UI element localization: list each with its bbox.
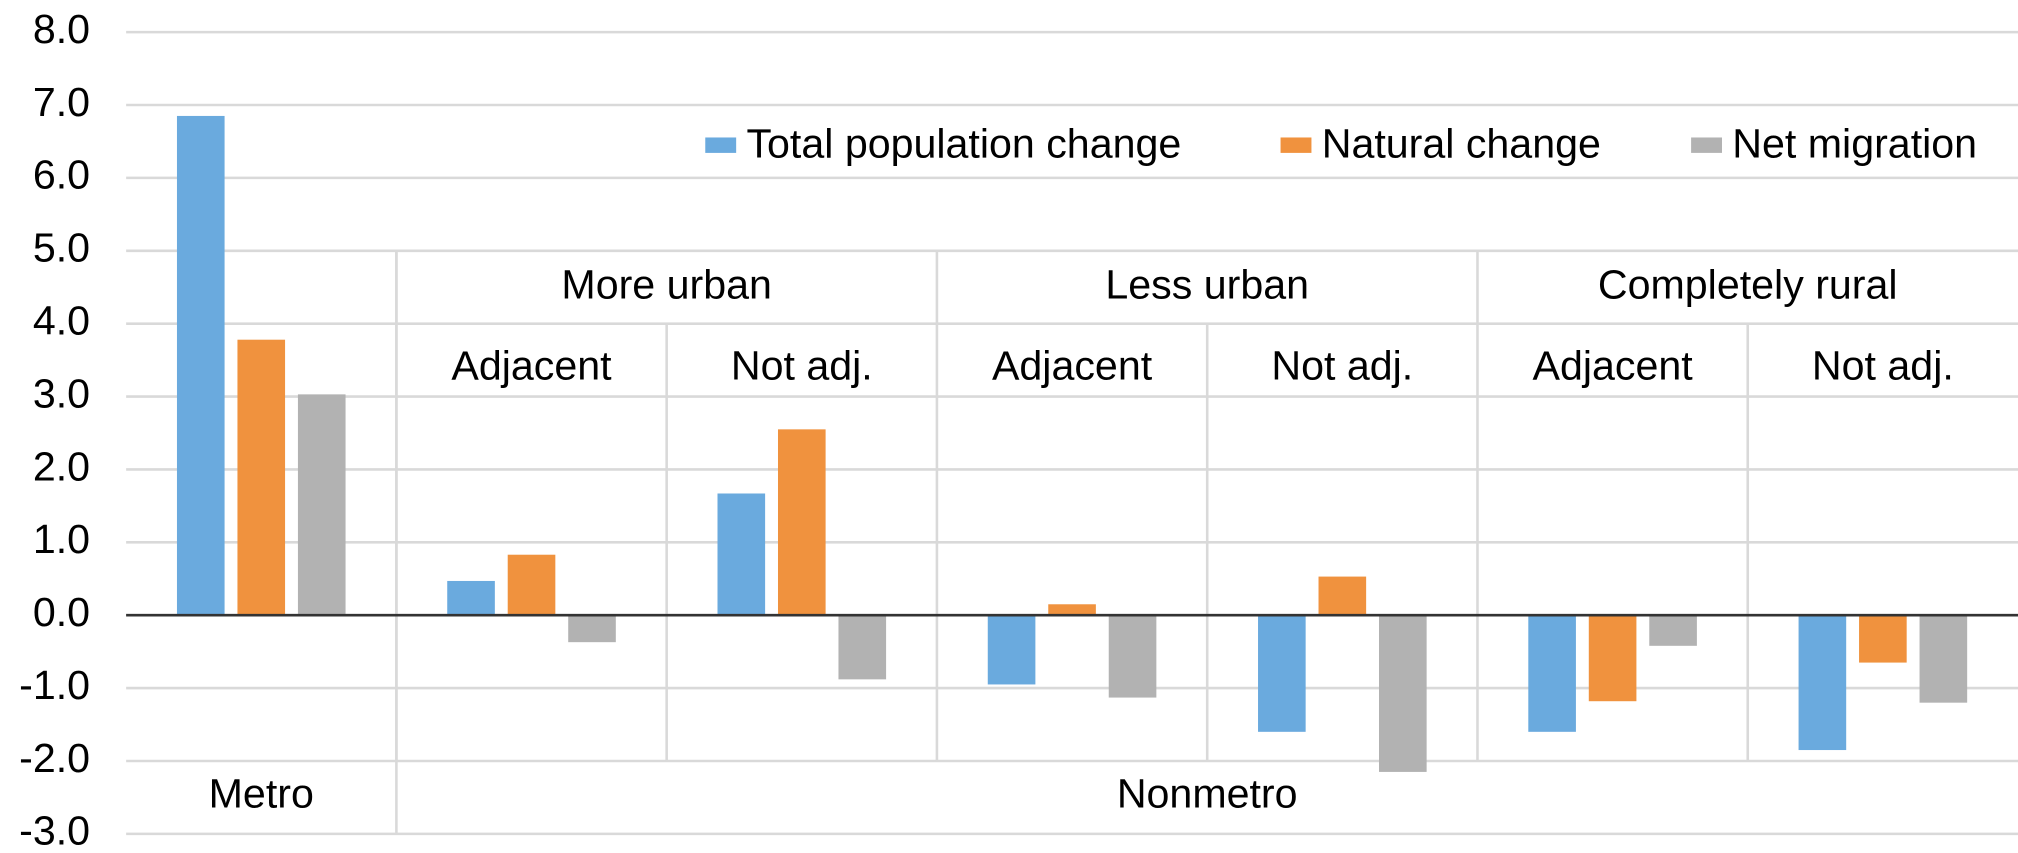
y-tick-label: 3.0 [33, 370, 90, 416]
bar [1318, 576, 1367, 616]
legend-swatch [1691, 137, 1722, 153]
bar [1108, 615, 1157, 698]
bar [717, 493, 766, 616]
bar [176, 115, 225, 616]
bar [1048, 604, 1096, 616]
legend-label: Total population change [746, 120, 1181, 166]
top-group-label: Metro [209, 771, 314, 817]
y-tick-label: -2.0 [19, 735, 90, 781]
group-label: Less urban [1105, 262, 1309, 308]
bar [1379, 615, 1427, 772]
x-tick-label: Not adj. [1812, 343, 1954, 389]
y-tick-label: 7.0 [33, 79, 90, 125]
bar [838, 615, 887, 680]
legend-label: Net migration [1732, 120, 1977, 166]
bar [237, 339, 286, 616]
x-tick-label: Adjacent [1533, 343, 1694, 389]
y-tick-label: 0.0 [33, 589, 90, 635]
bar [1798, 615, 1847, 751]
bar [507, 554, 556, 616]
y-tick-label: -3.0 [19, 808, 90, 848]
bar [568, 615, 616, 643]
legend-label: Natural change [1322, 120, 1601, 166]
y-tick-label: 4.0 [33, 298, 90, 344]
y-tick-label: -1.0 [19, 662, 90, 708]
bar [447, 580, 495, 616]
group-label: More urban [561, 262, 771, 308]
group-label: Completely rural [1598, 262, 1898, 308]
legend-swatch [705, 137, 737, 153]
bar [1258, 615, 1306, 732]
bar [1919, 615, 1968, 703]
y-tick-label: 8.0 [33, 6, 90, 52]
bar [987, 615, 1036, 685]
bar [297, 394, 346, 616]
x-tick-label: Not adj. [731, 343, 873, 389]
y-tick-label: 5.0 [33, 225, 90, 271]
bar [1859, 615, 1907, 663]
y-tick-label: 2.0 [33, 443, 90, 489]
top-group-label: Nonmetro [1117, 771, 1298, 817]
legend-swatch [1280, 137, 1312, 153]
bar [1588, 615, 1637, 702]
x-tick-label: Adjacent [451, 343, 612, 389]
y-tick-label: 6.0 [33, 152, 90, 198]
bar [1528, 615, 1576, 732]
x-tick-label: Adjacent [992, 343, 1153, 389]
x-tick-label: Not adj. [1271, 343, 1413, 389]
bar [1649, 615, 1697, 646]
y-tick-label: 1.0 [33, 516, 90, 562]
bar [777, 429, 826, 616]
